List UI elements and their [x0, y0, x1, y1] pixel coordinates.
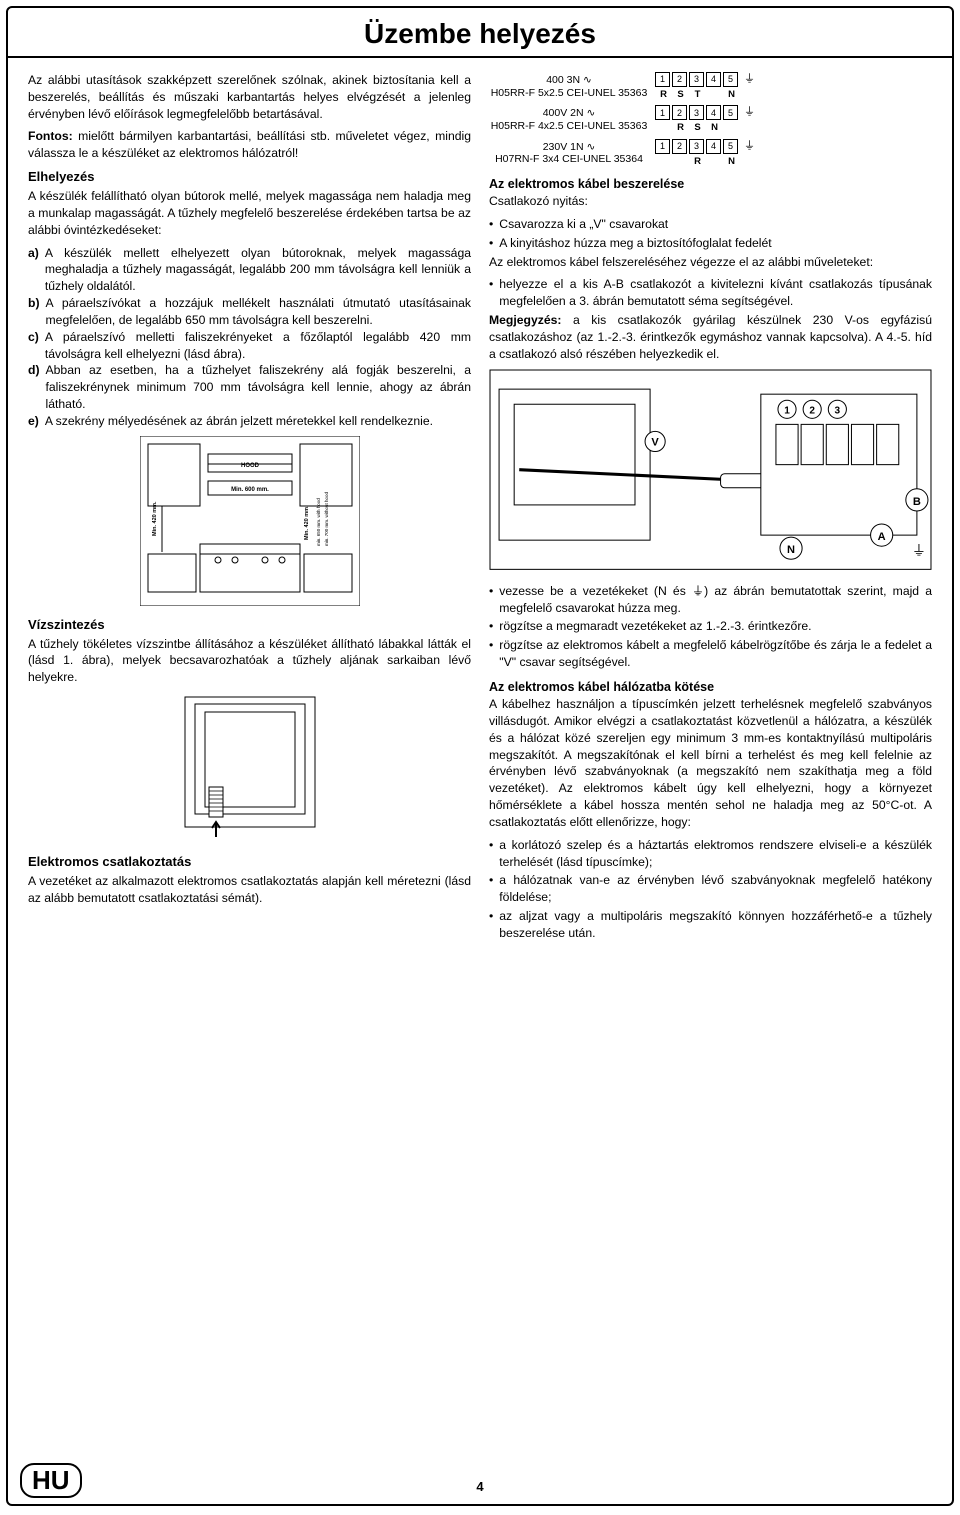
svg-text:1: 1: [784, 405, 790, 416]
elec-heading: Elektromos csatlakoztatás: [28, 853, 471, 871]
language-badge: HU: [20, 1463, 82, 1498]
svg-text:A: A: [878, 531, 886, 543]
svg-text:Min. 420 mm.: Min. 420 mm.: [152, 501, 158, 536]
mains-body: A kábelhez használjon a típuscímkén jelz…: [489, 696, 932, 831]
svg-text:N: N: [787, 544, 795, 556]
important-prefix: Fontos:: [28, 129, 73, 143]
svg-text:min. 650 mm. with hood: min. 650 mm. with hood: [316, 497, 321, 545]
mains-items: a korlátozó szelep és a háztartás elektr…: [489, 837, 932, 942]
leveling-diagram: [175, 692, 325, 847]
page-frame: Üzembe helyezés Az alábbi utasítások sza…: [6, 6, 954, 1506]
page-footer: HU 4: [8, 1463, 952, 1498]
svg-text:⏚: ⏚: [912, 542, 926, 558]
note: Megjegyzés: a kis csatlakozók gyárilag k…: [489, 312, 932, 362]
placement-item-b: b)A páraelszívókat a hozzájuk mellékelt …: [28, 295, 471, 329]
placement-item-d: d)Abban az esetben, ha a tűzhelyet falis…: [28, 362, 471, 412]
cable-install-heading: Az elektromos kábel beszerelése: [489, 176, 932, 193]
hood-label: HOOD: [241, 463, 260, 469]
placement-intro: A készülék felállítható olyan bútorok me…: [28, 188, 471, 238]
leveling-body: A tűzhely tökéletes vízszintbe állításáh…: [28, 636, 471, 686]
placement-item-a: a)A készülék mellett elhelyezett olyan b…: [28, 245, 471, 295]
svg-text:Min. 420 mm.: Min. 420 mm.: [304, 505, 310, 540]
right-column: 400 3N ∿ H05RR-F 5x2.5 CEI-UNEL 35363 12…: [489, 72, 932, 944]
cable-items: helyezze el a kis A-B csatlakozót a kivi…: [489, 276, 932, 310]
elec-body: A vezetéket az alkalmazott elektromos cs…: [28, 873, 471, 907]
after-items: vezesse be a vezetékeket (N és ⏚) az ábr…: [489, 583, 932, 671]
connector-diagram: V 1 2 3 N A B: [489, 369, 932, 575]
wiring-table: 400 3N ∿ H05RR-F 5x2.5 CEI-UNEL 35363 12…: [489, 72, 932, 168]
terminal-block: 12345⏚: [655, 72, 755, 87]
terminal-block: 12345⏚: [655, 105, 755, 120]
placement-item-c: c)A páraelszívó melletti faliszekrényeke…: [28, 329, 471, 363]
svg-text:Min. 600 mm.: Min. 600 mm.: [231, 487, 269, 493]
box-open: Csatlakozó nyitás:: [489, 193, 932, 210]
cable-intro: Az elektromos kábel felszereléséhez vége…: [489, 254, 932, 271]
svg-text:2: 2: [809, 405, 815, 416]
important-body: mielőtt bármilyen karbantartási, beállít…: [28, 129, 471, 160]
svg-text:V: V: [651, 436, 659, 448]
leveling-heading: Vízszintezés: [28, 616, 471, 634]
placement-item-e: e)A szekrény mélyedésének az ábrán jelze…: [28, 413, 471, 430]
svg-text:min. 700 mm. without hood: min. 700 mm. without hood: [324, 491, 329, 546]
box-open-list: Csavarozza ki a „V" csavarokat A kinyitá…: [489, 216, 932, 252]
wiring-row-230-1n: 230V 1N ∿ H07RN-F 3x4 CEI-UNEL 35364 123…: [489, 139, 932, 168]
wiring-row-400-3n: 400 3N ∿ H05RR-F 5x2.5 CEI-UNEL 35363 12…: [489, 72, 932, 101]
svg-text:B: B: [913, 495, 921, 507]
intro-text: Az alábbi utasítások szakképzett szerelő…: [28, 72, 471, 122]
page-title: Üzembe helyezés: [8, 8, 952, 58]
wiring-row-400-2n: 400V 2N ∿ H05RR-F 4x2.5 CEI-UNEL 35363 1…: [489, 105, 932, 134]
left-column: Az alábbi utasítások szakképzett szerelő…: [28, 72, 471, 944]
svg-text:3: 3: [835, 405, 841, 416]
page-number: 4: [476, 1479, 483, 1494]
content-columns: Az alábbi utasítások szakképzett szerelő…: [8, 58, 952, 954]
important-note: Fontos: mielőtt bármilyen karbantartási,…: [28, 128, 471, 162]
placement-heading: Elhelyezés: [28, 168, 471, 186]
mains-heading: Az elektromos kábel hálózatba kötése: [489, 679, 932, 696]
terminal-block: 12345⏚: [655, 139, 755, 154]
hood-clearance-diagram: HOOD Min. 600 mm. Min. 420 mm.: [140, 436, 360, 606]
